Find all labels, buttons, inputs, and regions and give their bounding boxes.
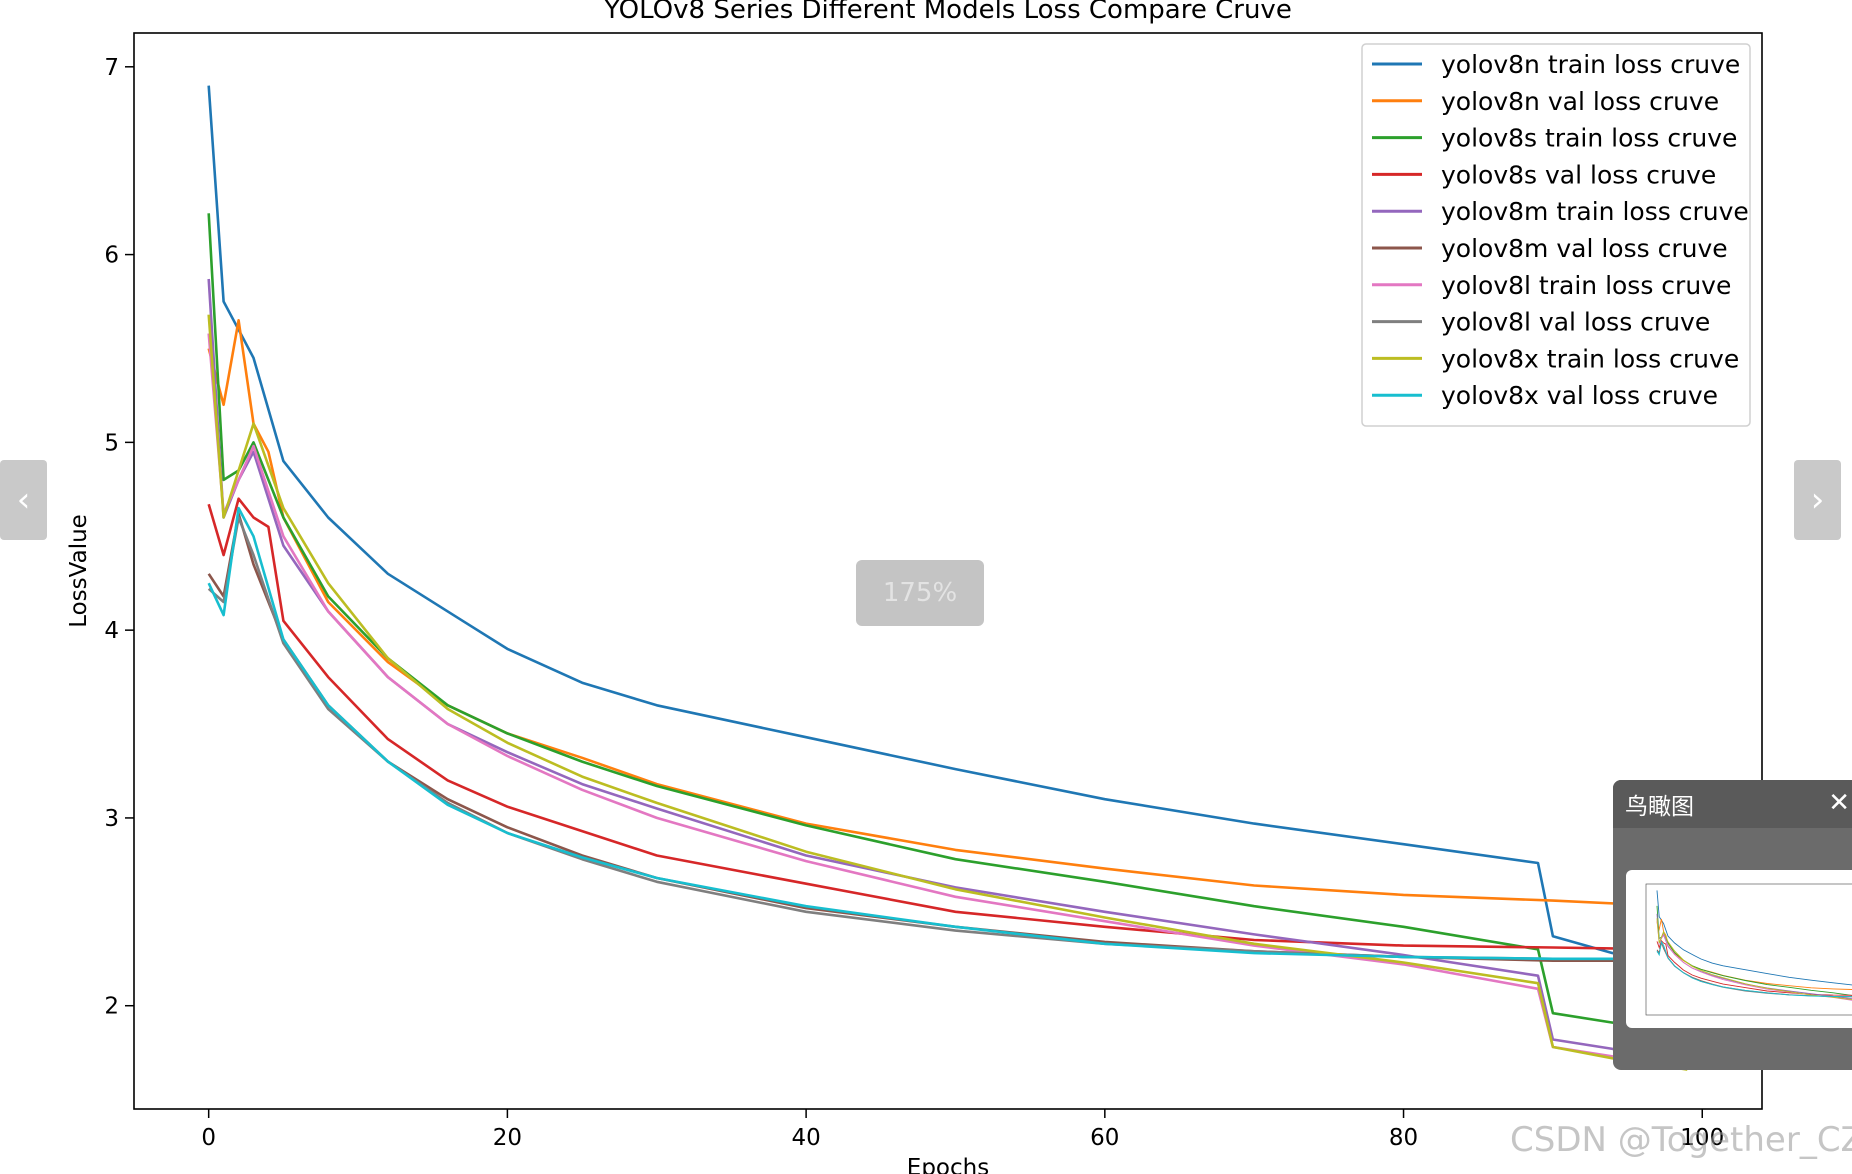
legend-box (1361, 43, 1751, 427)
chevron-left-icon: ‹ (16, 480, 31, 520)
x-axis-label: Epochs (907, 1155, 989, 1174)
series-line (207, 314, 1688, 1071)
thumbnail-frame (1645, 883, 1852, 1016)
legend-label: yolov8n train loss cruve (1441, 50, 1740, 79)
chevron-right-icon: › (1810, 480, 1825, 520)
series-line (207, 333, 1688, 1069)
watermark: CSDN @Together_CZ (1510, 1120, 1852, 1160)
overview-header: 鸟瞰图 ✕ (1613, 780, 1852, 828)
series-lines (207, 85, 1688, 1071)
axis-ticks: 0 20 40 60 80 100 2 3 4 5 6 7 (104, 55, 1724, 1151)
series-line (207, 278, 1688, 1060)
series-line (207, 506, 1673, 961)
series-line (207, 497, 1673, 951)
overview-thumbnail[interactable] (1626, 870, 1852, 1028)
overview-panel[interactable]: 鸟瞰图 ✕ (1613, 780, 1852, 1070)
thumbnail-series-line (1656, 918, 1852, 1001)
legend-label: yolov8l val loss cruve (1441, 308, 1710, 337)
legend-label: yolov8n val loss cruve (1441, 87, 1719, 116)
y-tick-label: 3 (104, 806, 119, 832)
legend: yolov8n train loss cruve yolov8n val loss… (1361, 43, 1751, 427)
y-tick-label: 5 (104, 430, 119, 456)
thumbnail-series-line (1656, 940, 1852, 998)
y-tick-label: 7 (104, 55, 119, 81)
previous-image-button[interactable]: ‹ (0, 460, 47, 540)
thumbnail-series-line (1656, 905, 1852, 996)
x-tick-label: 0 (201, 1125, 216, 1151)
legend-label: yolov8x train loss cruve (1441, 344, 1739, 373)
legend-label: yolov8s train loss cruve (1441, 124, 1737, 153)
x-tick-label: 40 (791, 1125, 820, 1151)
y-tick-label: 2 (104, 994, 119, 1020)
legend-label: yolov8s val loss cruve (1441, 160, 1716, 189)
zoom-level-badge: 175% (856, 560, 984, 626)
legend-label: yolov8l train loss cruve (1441, 271, 1731, 300)
overview-title: 鸟瞰图 (1625, 794, 1694, 820)
y-tick-label: 4 (104, 618, 119, 644)
overview-chart-thumbnail (1645, 883, 1852, 1016)
next-image-button[interactable]: › (1794, 460, 1841, 540)
thumbnail-series-line (1656, 939, 1852, 996)
legend-label: yolov8m val loss cruve (1441, 234, 1728, 263)
close-icon[interactable]: ✕ (1828, 788, 1850, 818)
x-tick-label: 100 (1680, 1125, 1724, 1151)
legend-label: yolov8x val loss cruve (1441, 381, 1718, 410)
x-tick-label: 80 (1389, 1125, 1418, 1151)
thumbnail-series-line (1656, 920, 1852, 1001)
y-axis-label: LossValue (66, 514, 92, 628)
plot-frame (133, 32, 1763, 1110)
legend-label: yolov8m train loss cruve (1441, 197, 1749, 226)
x-tick-label: 60 (1090, 1125, 1119, 1151)
series-line (207, 213, 1673, 1030)
y-tick-label: 6 (104, 243, 119, 269)
thumbnail-series-line (1656, 890, 1852, 986)
chart-title: YOLOv8 Series Different Models Loss Comp… (603, 0, 1292, 25)
thumbnail-series-line (1656, 918, 1852, 990)
x-tick-label: 20 (493, 1125, 522, 1151)
series-line (207, 85, 1673, 959)
